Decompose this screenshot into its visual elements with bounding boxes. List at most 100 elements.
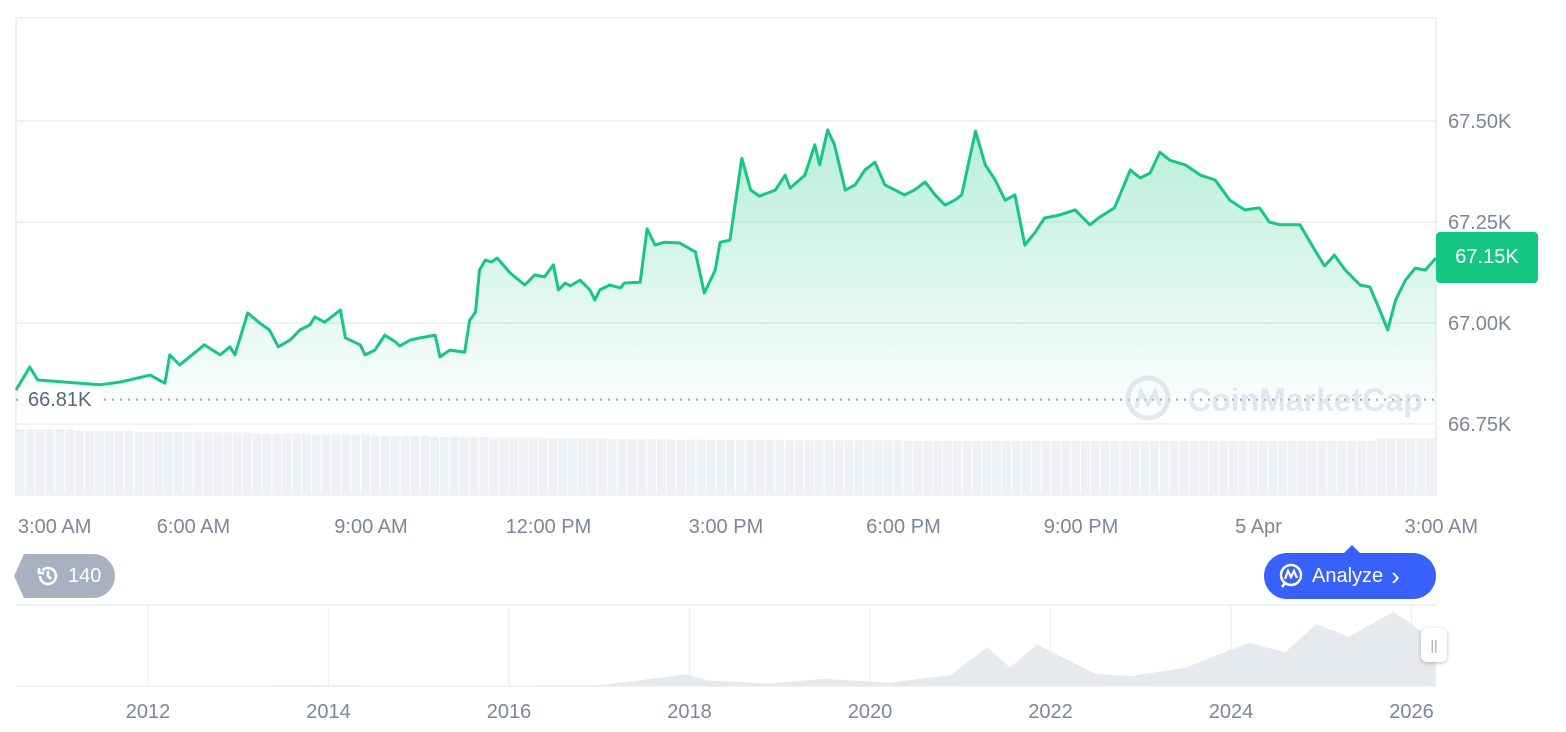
x-tick-label: 12:00 PM (506, 516, 592, 538)
volume-bar (982, 440, 992, 495)
volume-bar (193, 432, 203, 495)
volume-bar (272, 433, 282, 495)
volume-bar (873, 440, 883, 495)
volume-bar (617, 438, 627, 495)
volume-bar (962, 440, 972, 495)
volume-bar (321, 434, 331, 495)
analyze-label: Analyze (1312, 564, 1384, 587)
volume-bar (154, 431, 163, 495)
x-tick-label: 9:00 AM (334, 516, 407, 538)
volume-bar (1031, 440, 1041, 495)
navigator-area (16, 612, 1436, 686)
volume-bar (1159, 440, 1169, 495)
volume-bar (716, 439, 725, 495)
x-tick-label: 3:00 AM (1405, 516, 1478, 538)
volume-bar (676, 439, 686, 495)
volume-bar (745, 439, 755, 495)
volume-bars (16, 429, 1435, 495)
volume-bar (972, 440, 982, 495)
volume-bar (1100, 440, 1110, 495)
volume-bar (1327, 440, 1337, 495)
volume-bar (1189, 440, 1199, 495)
y-axis: 67.50K 67.25K 67.00K 66.75K (1448, 111, 1512, 436)
volume-bar (94, 430, 104, 495)
volume-bar (25, 429, 35, 495)
volume-bar (942, 440, 952, 495)
volume-bar (114, 430, 124, 495)
analyze-button[interactable]: Analyze › (1264, 545, 1436, 599)
volume-bar (1307, 440, 1317, 495)
volume-bar (144, 431, 154, 495)
y-tick-label: 67.25K (1448, 212, 1512, 234)
navigator-tick-label: 2022 (1028, 701, 1073, 723)
volume-bar (1071, 440, 1080, 495)
volume-bar (834, 440, 844, 495)
volume-bar (380, 435, 390, 495)
volume-bar (213, 432, 223, 495)
volume-bar (1150, 440, 1159, 495)
volume-bar (568, 438, 578, 495)
volume-bar (804, 440, 814, 495)
volume-bar (854, 440, 864, 495)
volume-bar (430, 436, 440, 495)
volume-bar (1366, 440, 1376, 495)
x-tick-label: 3:00 PM (689, 516, 763, 538)
volume-bar (538, 437, 548, 495)
navigator-tick-label: 2018 (667, 701, 712, 723)
y-tick-label: 67.00K (1448, 313, 1512, 335)
volume-bar (124, 430, 134, 495)
volume-bar (1081, 440, 1090, 495)
history-icon (36, 564, 60, 588)
volume-bar (459, 436, 469, 495)
volume-bar (390, 435, 400, 495)
volume-bar (893, 440, 903, 495)
navigator-handle[interactable]: || (1421, 628, 1447, 662)
navigator-tick-label: 2024 (1209, 701, 1254, 723)
volume-bar (1199, 440, 1209, 495)
volume-bar (923, 440, 933, 495)
navigator[interactable]: 2012 2014 2016 2018 2020 2022 2024 2026 (16, 604, 1436, 723)
volume-bar (1061, 440, 1071, 495)
volume-bar (587, 438, 597, 495)
volume-bar (55, 429, 65, 495)
navigator-tick-label: 2026 (1389, 701, 1434, 723)
volume-bar (499, 437, 509, 495)
volume-bar (400, 435, 410, 495)
watermark-logo: CoinMarketCap (1125, 375, 1423, 421)
volume-bar (656, 438, 666, 495)
volume-bar (1297, 440, 1307, 495)
volume-bar (726, 439, 735, 495)
volume-bar (420, 435, 430, 495)
volume-bar (883, 440, 893, 495)
volume-bar (1051, 440, 1061, 495)
volume-bar (489, 437, 499, 495)
history-badge[interactable]: 140 (13, 554, 116, 598)
volume-bar (548, 438, 558, 495)
volume-bar (607, 438, 617, 495)
volume-bar (1317, 440, 1327, 495)
volume-bar (331, 434, 341, 495)
volume-bar (1248, 440, 1258, 495)
volume-bar (163, 431, 173, 495)
volume-bar (1376, 438, 1386, 495)
volume-bar (558, 438, 568, 495)
y-tick-label: 67.50K (1448, 111, 1512, 133)
volume-bar (232, 432, 242, 495)
x-tick-label: 3:00 AM (18, 516, 91, 538)
navigator-tick-label: 2016 (487, 701, 532, 723)
volume-bar (301, 433, 311, 495)
volume-bar (1337, 440, 1347, 495)
volume-bar (351, 434, 361, 495)
volume-bar (637, 438, 647, 495)
volume-bar (75, 430, 85, 495)
volume-bar (933, 440, 942, 495)
volume-bar (1169, 440, 1179, 495)
volume-bar (1140, 440, 1150, 495)
volume-bar (1347, 440, 1357, 495)
navigator-tick-label: 2020 (848, 701, 893, 723)
volume-bar (262, 433, 272, 495)
volume-bar (706, 439, 716, 495)
volume-bar (361, 434, 370, 495)
price-area (16, 129, 1436, 424)
